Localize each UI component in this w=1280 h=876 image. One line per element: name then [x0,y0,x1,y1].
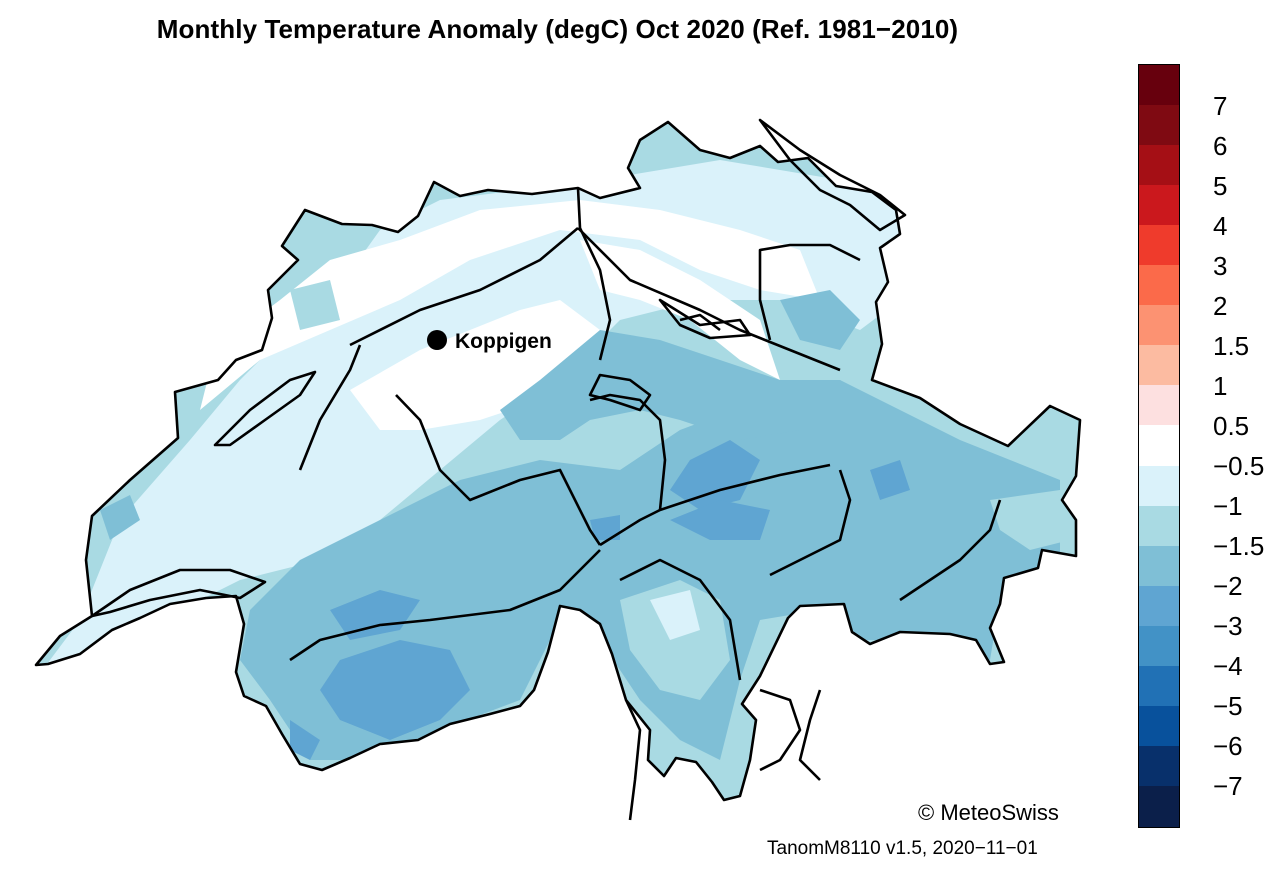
colorbar-cell [1139,265,1179,306]
colorbar-tick-label: −1.5 [1213,531,1265,562]
station-marker[interactable] [427,330,447,350]
colorbar-tick-label: −5 [1213,691,1243,722]
colorbar-tick-label: 5 [1213,170,1228,201]
colorbar-tick-label: −3 [1213,611,1243,642]
colorbar-cell [1139,425,1179,467]
colorbar-cell [1139,225,1179,266]
boundaries [34,118,1082,821]
colorbar-cell [1139,505,1179,547]
colorbar-cell [1139,625,1179,667]
colorbar-cell [1139,545,1179,587]
colorbar-tick-label: 0.5 [1213,410,1250,441]
colorbar-cell [1139,345,1179,386]
colorbar-cell [1139,465,1179,507]
colorbar-cell [1139,105,1179,146]
map-title: Monthly Temperature Anomaly (degC) Oct 2… [156,14,959,44]
station-label: Koppigen [455,330,552,353]
colorbar-tick-label: 3 [1213,250,1228,281]
colorbar-tick-label: −2 [1213,571,1243,602]
colorbar-tick-label: −0.5 [1213,451,1265,482]
colorbar-cell [1139,185,1179,226]
colorbar-tick-label: −1 [1213,491,1243,522]
anomaly-shading [36,122,1080,800]
credit-text: © MeteoSwiss [918,800,1059,825]
colorbar-tick-label: 1.5 [1213,330,1250,361]
colorbar-tick-label: 7 [1213,90,1228,121]
colorbar-cell [1139,145,1179,186]
colorbar-cell [1139,745,1179,787]
switzerland-anomaly-map: Koppigen [34,118,1082,821]
colorbar-cell [1139,665,1179,707]
colorbar-tick-label: 6 [1213,130,1228,161]
colorbar-tick-label: −4 [1213,651,1243,682]
colorbar-cell [1139,305,1179,346]
version-text: TanomM8110 v1.5, 2020−11−01 [767,838,1038,859]
colorbar-tick-label: 4 [1213,210,1228,241]
colorbar-cell [1139,385,1179,427]
colorbar-cell [1139,705,1179,747]
colorbar-cell [1139,785,1179,827]
colorbar [1138,64,1180,828]
colorbar-tick-label: −7 [1213,771,1243,802]
colorbar-tick-label: 2 [1213,290,1228,321]
colorbar-tick-label: 1 [1213,370,1228,401]
colorbar-cell [1139,65,1179,106]
colorbar-cell [1139,585,1179,627]
colorbar-tick-label: −6 [1213,731,1243,762]
